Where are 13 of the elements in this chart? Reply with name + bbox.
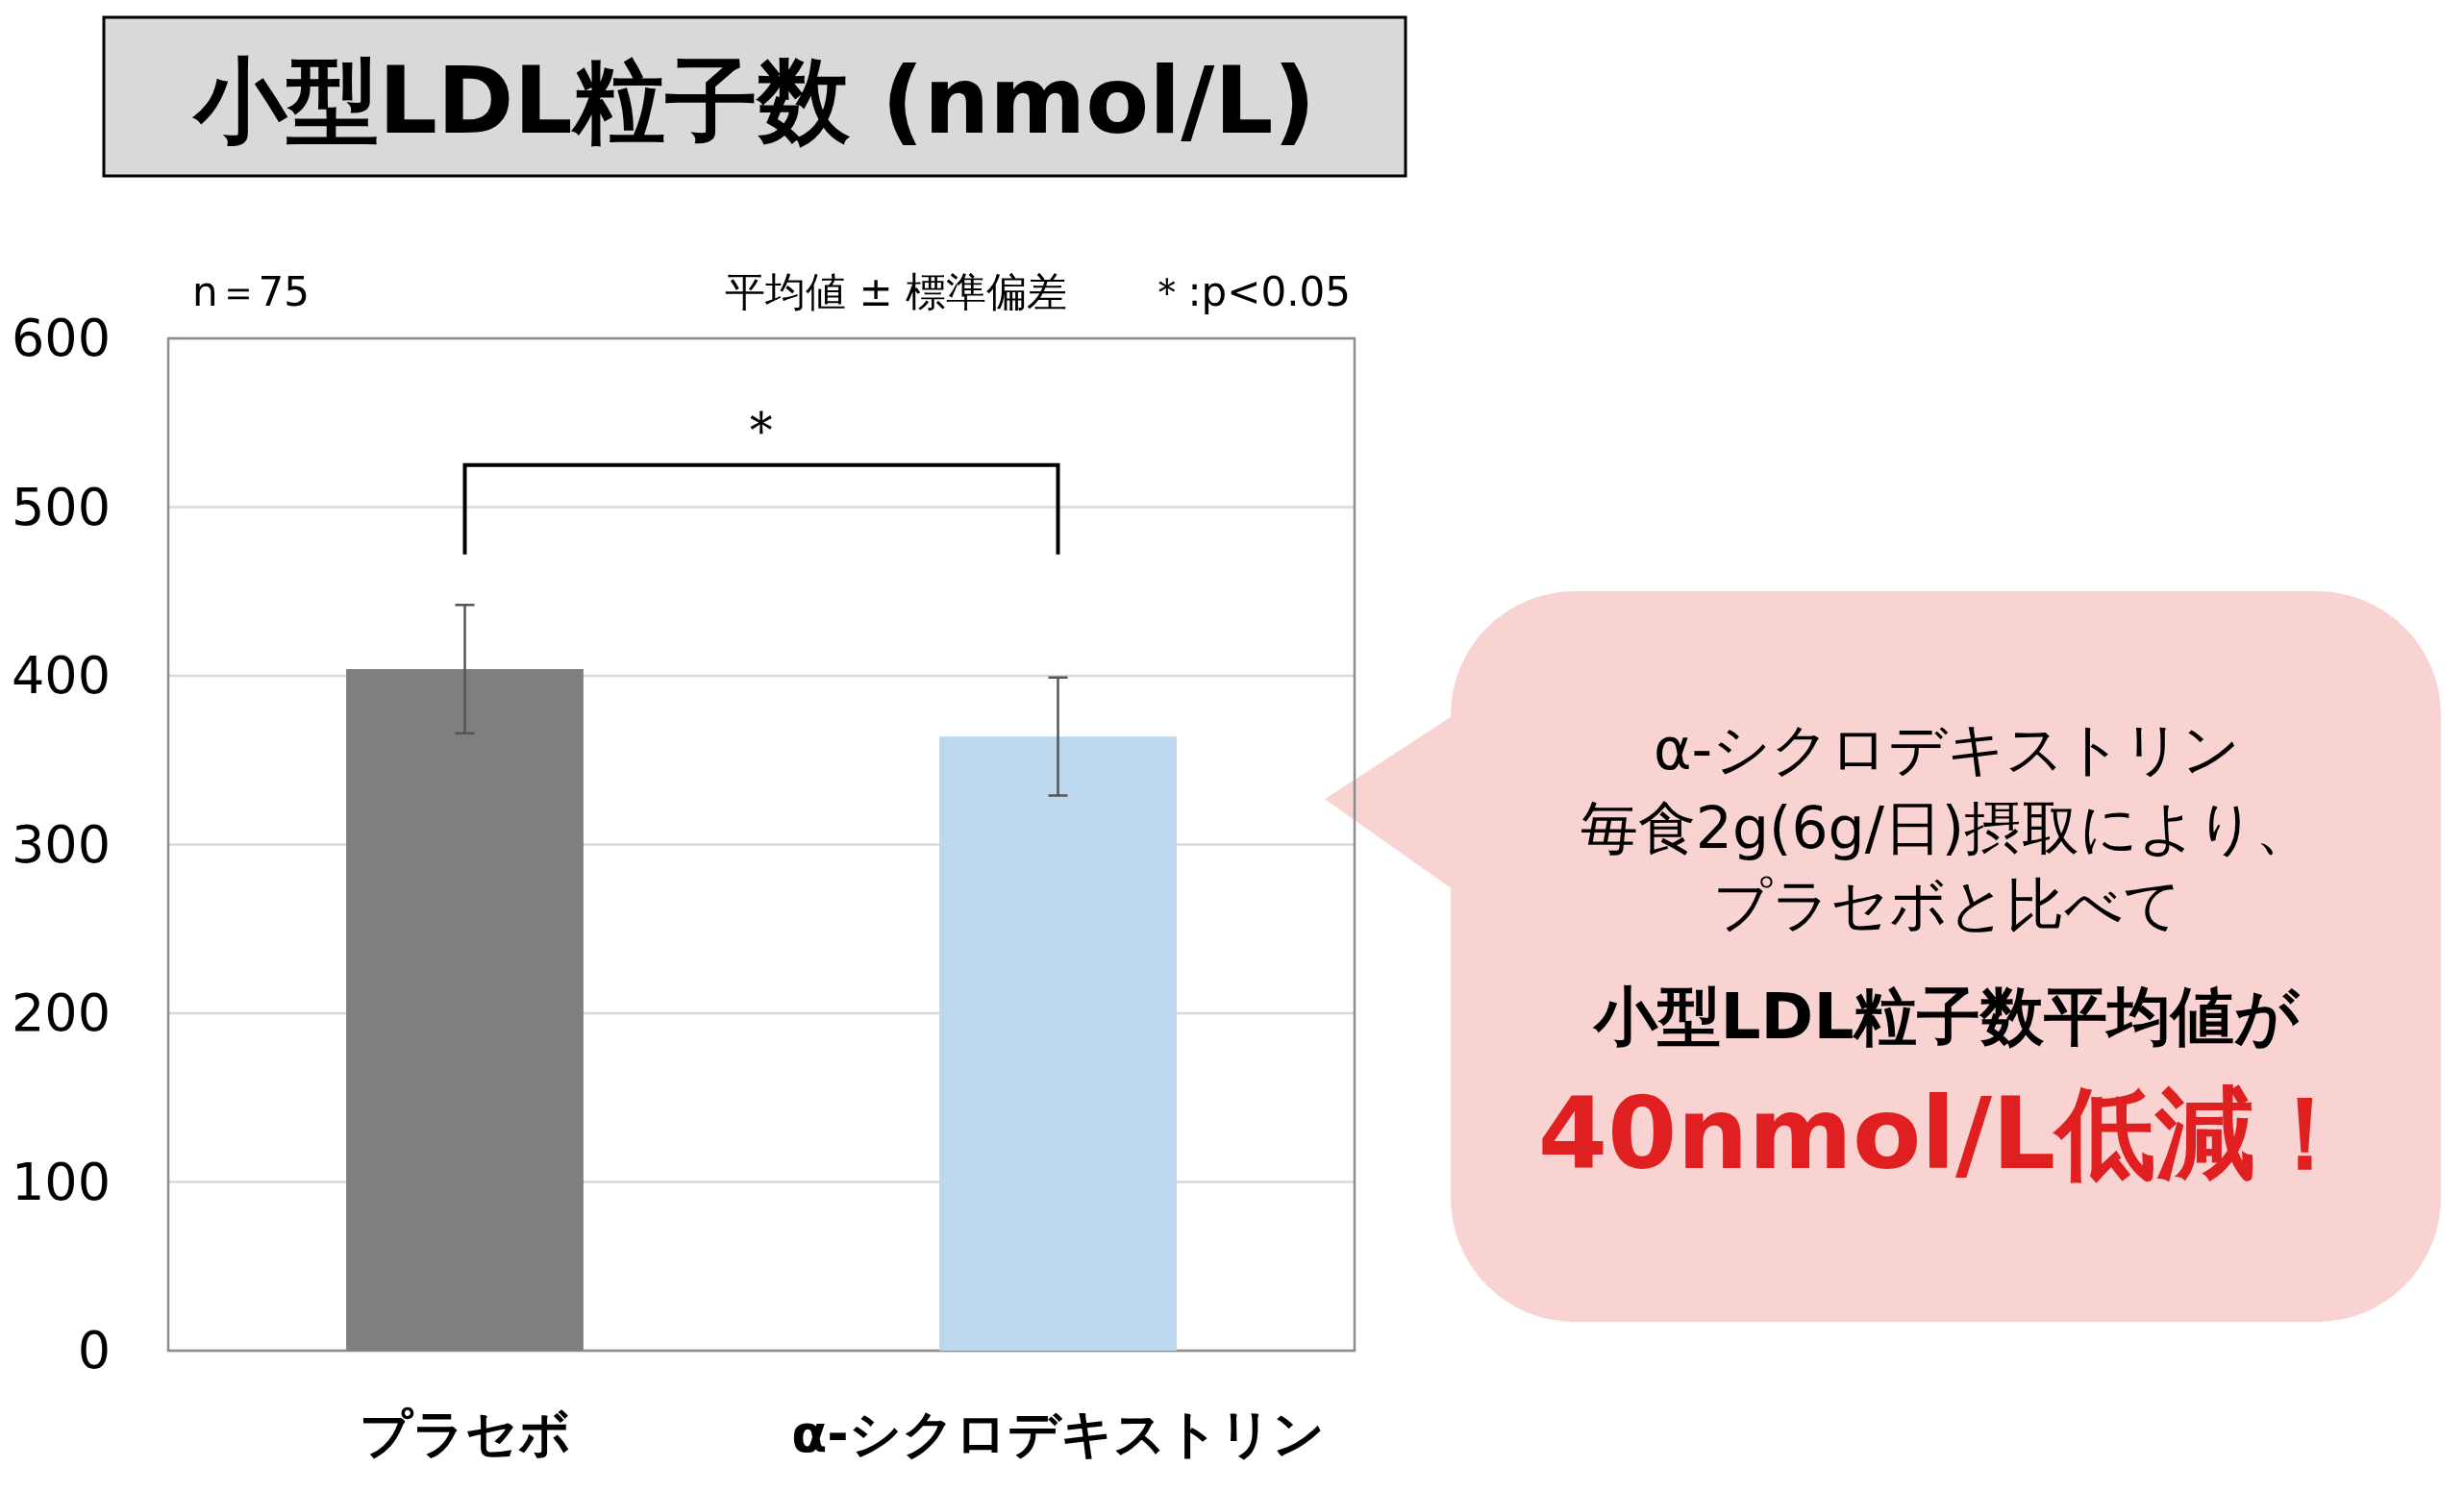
- chart-title: 小型LDL粒子数 (nmol/L): [190, 47, 1316, 155]
- y-tick-label: 200: [11, 982, 111, 1043]
- y-tick-label: 100: [11, 1151, 111, 1212]
- y-tick-label: 300: [11, 813, 111, 875]
- y-tick-label: 500: [11, 476, 111, 537]
- text: 平均値 ± 標準偏差: [725, 268, 1067, 315]
- x-tick-label: プラセボ: [359, 1404, 571, 1464]
- y-tick-label: 0: [77, 1320, 111, 1380]
- y-tick-label: 400: [11, 645, 111, 706]
- y-tick-label: 600: [11, 308, 111, 368]
- text: n＝75: [192, 268, 311, 315]
- text: ＊:p<0.05: [1147, 268, 1351, 315]
- annotation: ＊: [734, 397, 788, 460]
